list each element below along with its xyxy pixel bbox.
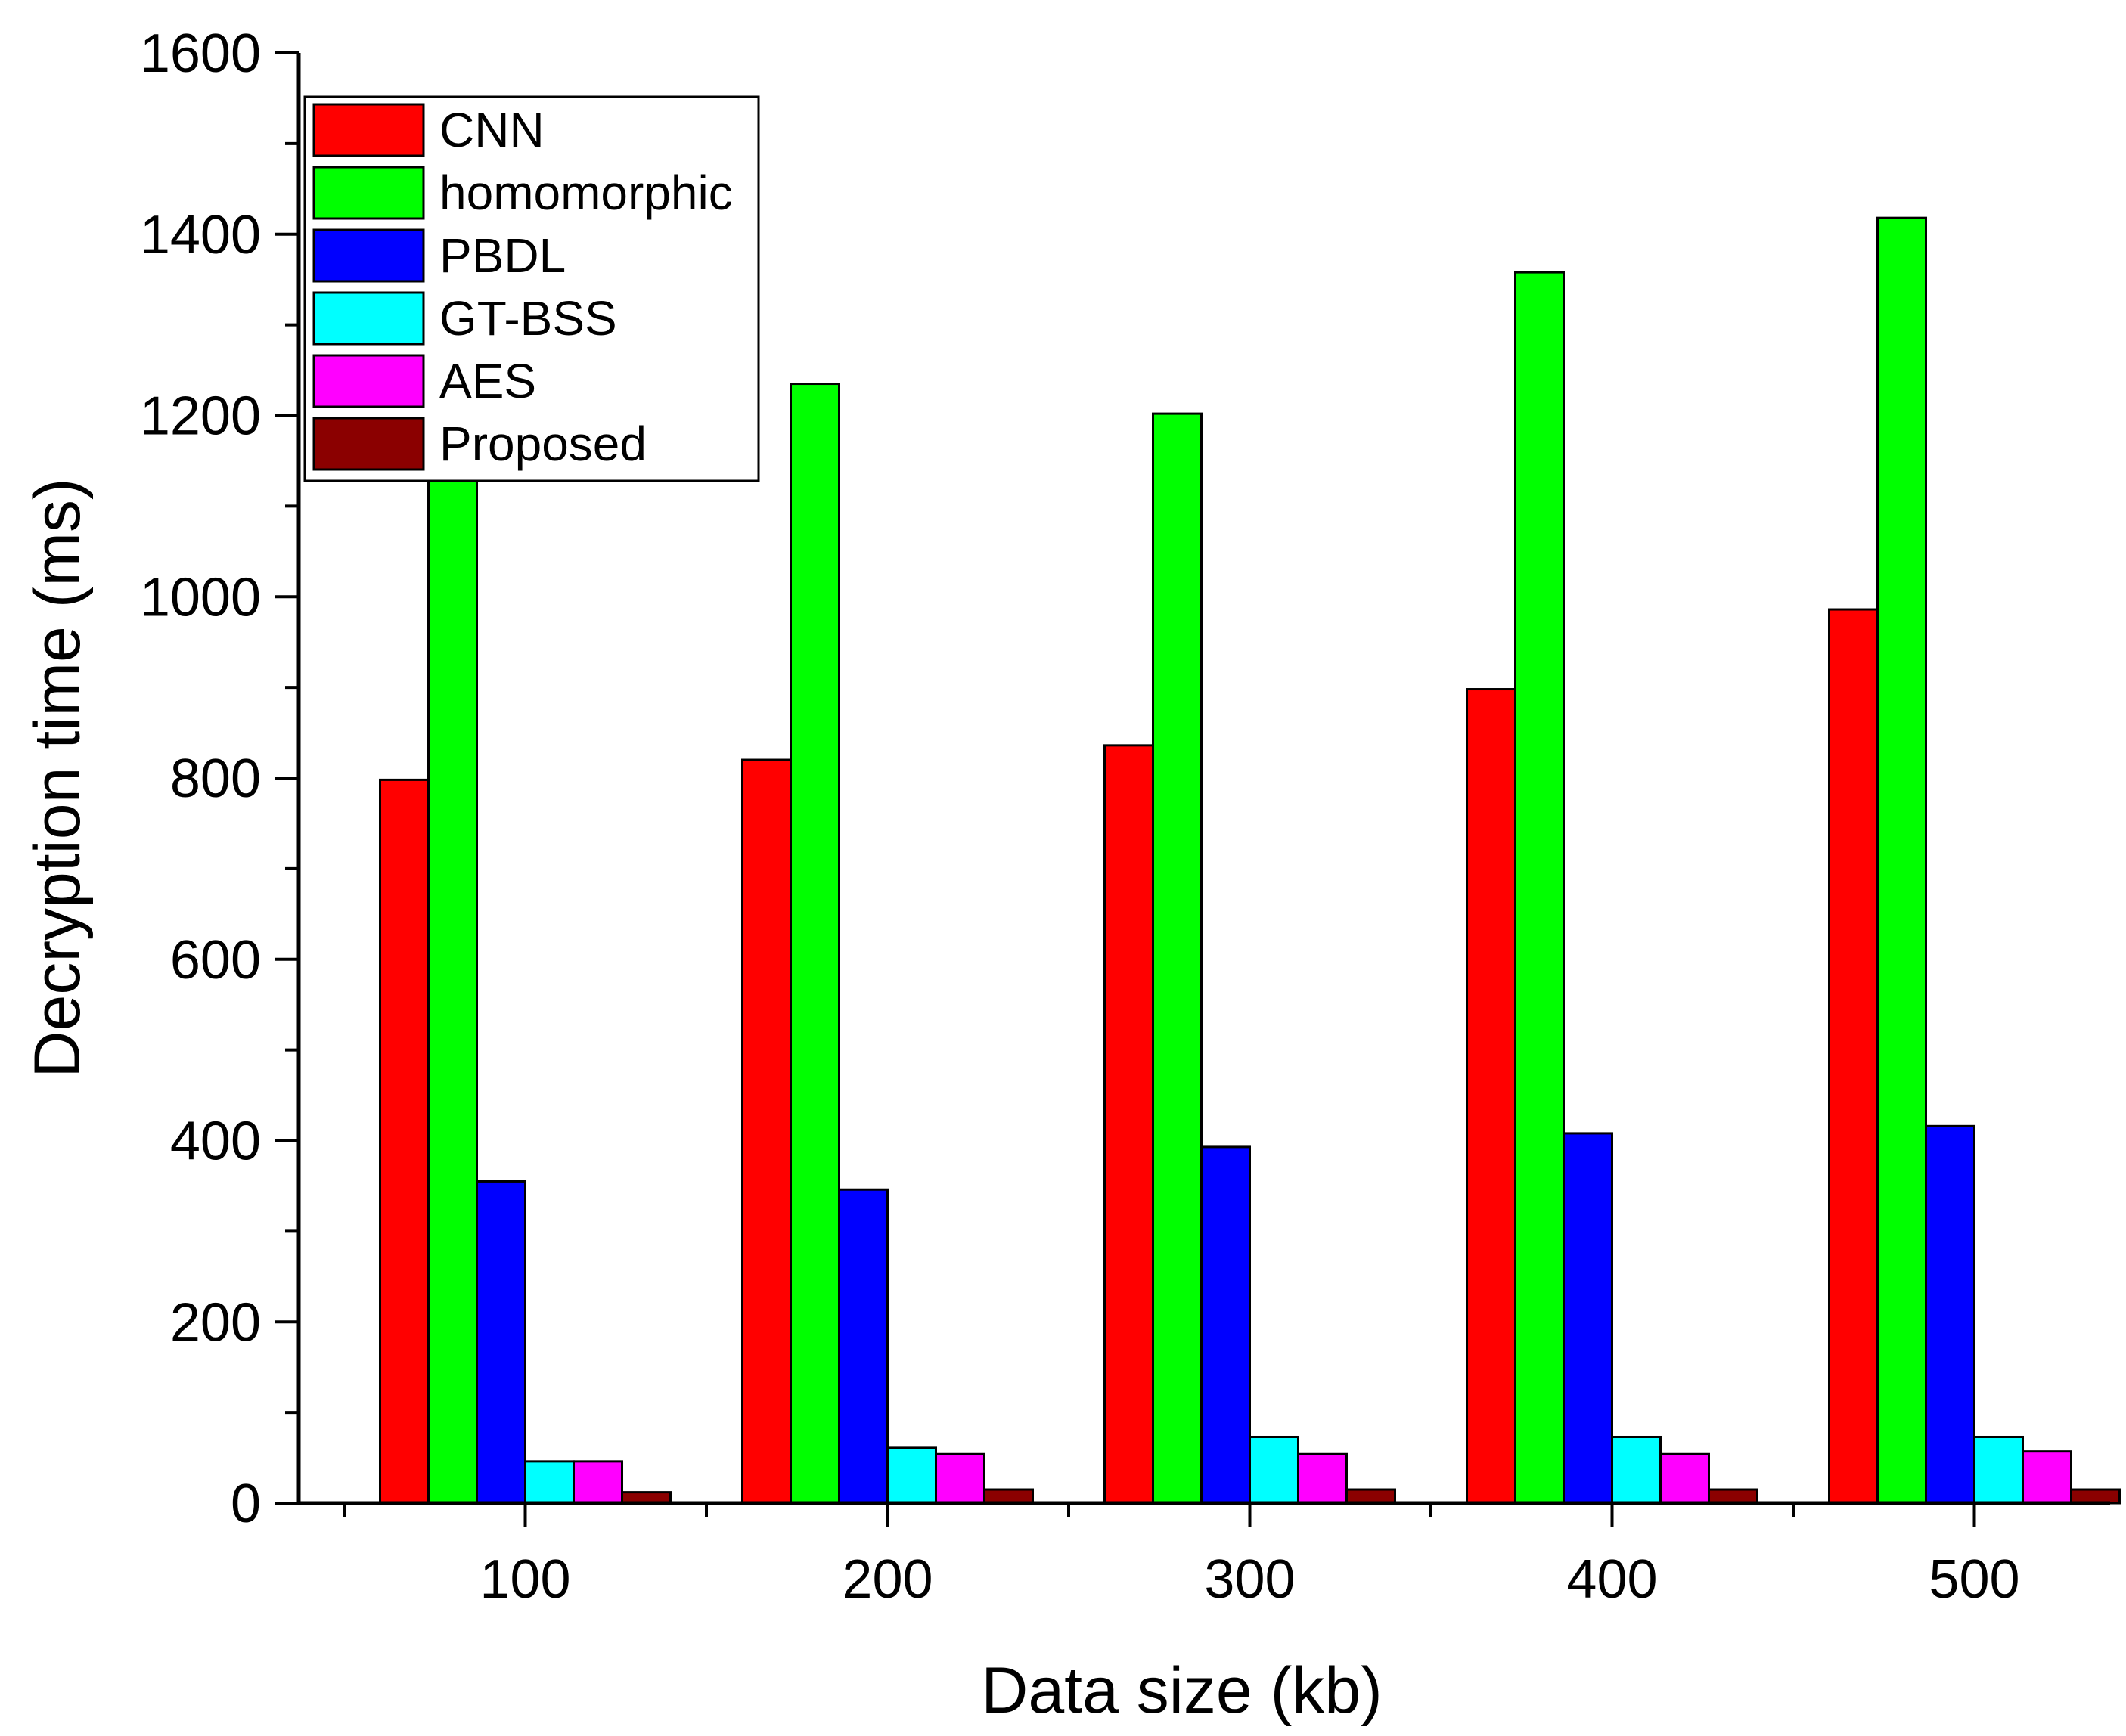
bar-homomorphic-100 [427,459,478,1505]
x-tick-label: 200 [842,1549,933,1610]
bar-aes-200 [935,1452,985,1505]
bar-homomorphic-200 [790,383,840,1505]
y-tick-label: 800 [170,749,261,809]
y-tick-label: 0 [231,1474,261,1534]
bar-gt-bss-200 [886,1446,937,1505]
x-tick-label: 400 [1566,1549,1657,1610]
bar-homomorphic-300 [1152,412,1203,1505]
legend-label: homomorphic [439,166,733,220]
legend-label: CNN [439,103,545,157]
bar-proposed-500 [2070,1488,2121,1505]
bar-aes-500 [2022,1450,2072,1505]
bar-proposed-300 [1345,1488,1396,1505]
bar-pbdl-400 [1563,1132,1613,1505]
y-tick-label: 1000 [140,567,261,628]
y-tick-label: 200 [170,1292,261,1353]
bar-cnn-100 [379,778,430,1505]
bar-homomorphic-400 [1514,271,1565,1505]
bar-pbdl-500 [1925,1124,1975,1505]
legend-label: AES [439,354,536,408]
y-tick-label: 600 [170,930,261,990]
bar-pbdl-100 [476,1180,526,1505]
bar-aes-400 [1659,1452,1710,1505]
bar-pbdl-200 [838,1188,889,1505]
legend-swatch-pbdl [312,228,425,283]
y-tick-label: 1200 [140,386,261,447]
legend: CNN homomorphic PBDL GT-BSS AES Proposed [303,95,760,482]
bars-layer [379,216,2121,1505]
bar-gt-bss-100 [524,1460,575,1505]
bar-aes-100 [573,1460,623,1505]
ticks-layer: 0 200 400 600 800 1000 1200 1400 1600 100 200 300 40… [140,23,2020,1610]
bar-aes-300 [1297,1452,1348,1505]
x-tick-label: 500 [1929,1549,2019,1610]
x-axis-title: Data size (kb) [981,1654,1383,1727]
legend-swatch-homomorphic [312,166,425,220]
y-tick-label: 1400 [140,205,261,265]
legend-label: GT-BSS [439,291,617,346]
legend-swatch-aes [312,354,425,408]
bar-homomorphic-500 [1876,216,1927,1505]
bar-gt-bss-500 [1973,1435,2024,1505]
bar-pbdl-300 [1200,1145,1251,1505]
bar-cnn-200 [741,758,792,1505]
bar-cnn-500 [1828,608,1879,1505]
bar-gt-bss-300 [1249,1435,1299,1505]
y-tick-label: 1600 [140,23,261,84]
bar-cnn-300 [1103,744,1154,1505]
bar-proposed-400 [1708,1488,1758,1505]
legend-label: PBDL [439,228,566,283]
legend-label: Proposed [439,417,647,471]
y-axis-title: Decryption time (ms) [21,478,94,1077]
bar-gt-bss-400 [1611,1435,1662,1505]
y-tick-label: 400 [170,1111,261,1172]
bar-proposed-200 [983,1488,1034,1505]
legend-swatch-proposed [312,417,425,471]
legend-swatch-cnn [312,103,425,157]
legend-swatch-gt-bss [312,291,425,346]
x-tick-label: 300 [1204,1549,1295,1610]
bar-cnn-400 [1466,688,1516,1505]
legend-box [303,95,760,482]
x-tick-label: 100 [480,1549,570,1610]
